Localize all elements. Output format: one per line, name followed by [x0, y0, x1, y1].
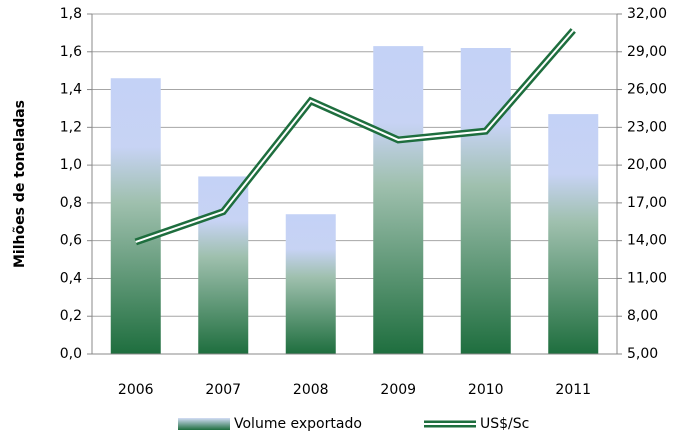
bar — [460, 48, 511, 354]
y2-tick-label: 26,00 — [627, 82, 667, 98]
y-tick-label: 0,8 — [60, 195, 82, 211]
y2-tick-label: 5,00 — [627, 346, 658, 362]
y2-tick-label: 8,00 — [627, 308, 658, 324]
bar — [110, 78, 161, 354]
y-tick-label: 1,4 — [60, 82, 82, 98]
y2-tick-label: 23,00 — [627, 119, 667, 135]
x-tick-label: 2011 — [555, 382, 591, 398]
bar — [285, 214, 336, 354]
y-tick-label: 1,2 — [60, 119, 82, 135]
x-tick-label: 2010 — [468, 382, 504, 398]
y-tick-label: 0,4 — [60, 270, 82, 286]
bar — [373, 46, 424, 354]
y2-tick-label: 20,00 — [627, 157, 667, 173]
x-tick-label: 2009 — [380, 382, 416, 398]
x-tick-label: 2007 — [205, 382, 241, 398]
y-tick-label: 0,2 — [60, 308, 82, 324]
y-tick-label: 0,0 — [60, 346, 82, 362]
x-tick-label: 2006 — [118, 382, 154, 398]
x-tick-label: 2008 — [293, 382, 329, 398]
legend-label: Volume exportado — [234, 416, 362, 432]
legend-label: US$/Sc — [480, 416, 529, 432]
legend-swatch — [178, 418, 230, 430]
y-tick-label: 1,8 — [60, 6, 82, 22]
y-axis-title: Milhões de toneladas — [12, 100, 28, 268]
bar — [198, 176, 249, 354]
y-tick-label: 0,6 — [60, 233, 82, 249]
line-inner — [135, 29, 575, 243]
y2-tick-label: 29,00 — [627, 44, 667, 60]
y2-tick-label: 11,00 — [627, 270, 667, 286]
y-tick-label: 1,0 — [60, 157, 82, 173]
bar — [548, 114, 599, 354]
y2-tick-label: 14,00 — [627, 233, 667, 249]
y2-tick-label: 17,00 — [627, 195, 667, 211]
y2-tick-label: 32,00 — [627, 6, 667, 22]
y-tick-label: 1,6 — [60, 44, 82, 60]
